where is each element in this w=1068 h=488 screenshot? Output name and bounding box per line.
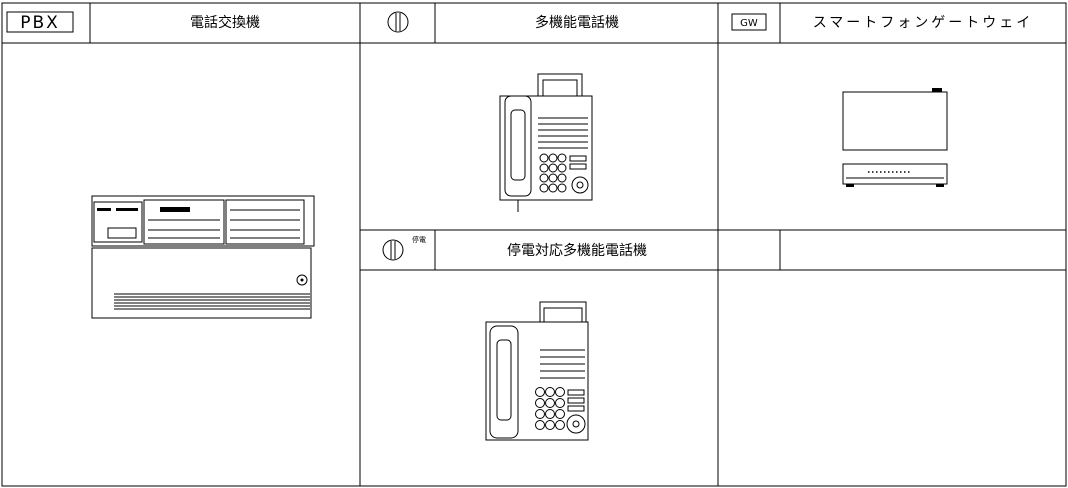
item-label: スマートフォンゲートウェイ — [813, 15, 1034, 31]
phone-illustration — [485, 301, 589, 441]
phone-illustration — [499, 73, 593, 212]
item-label: 停電対応多機能電話機 — [507, 242, 647, 259]
phone-symbol — [387, 11, 409, 33]
gateway-illustration — [842, 88, 948, 187]
pbx-symbol: PBX — [20, 13, 60, 33]
symbol-box — [731, 13, 767, 31]
item-label: 多機能電話機 — [535, 14, 619, 31]
pbx-illustration — [91, 195, 315, 319]
power-failure-mark: 停電 — [412, 235, 426, 244]
item-label: 電話交換機 — [190, 14, 260, 31]
phone-symbol — [382, 239, 404, 261]
symbol-box — [6, 11, 74, 33]
gw-symbol: GW — [740, 18, 758, 29]
